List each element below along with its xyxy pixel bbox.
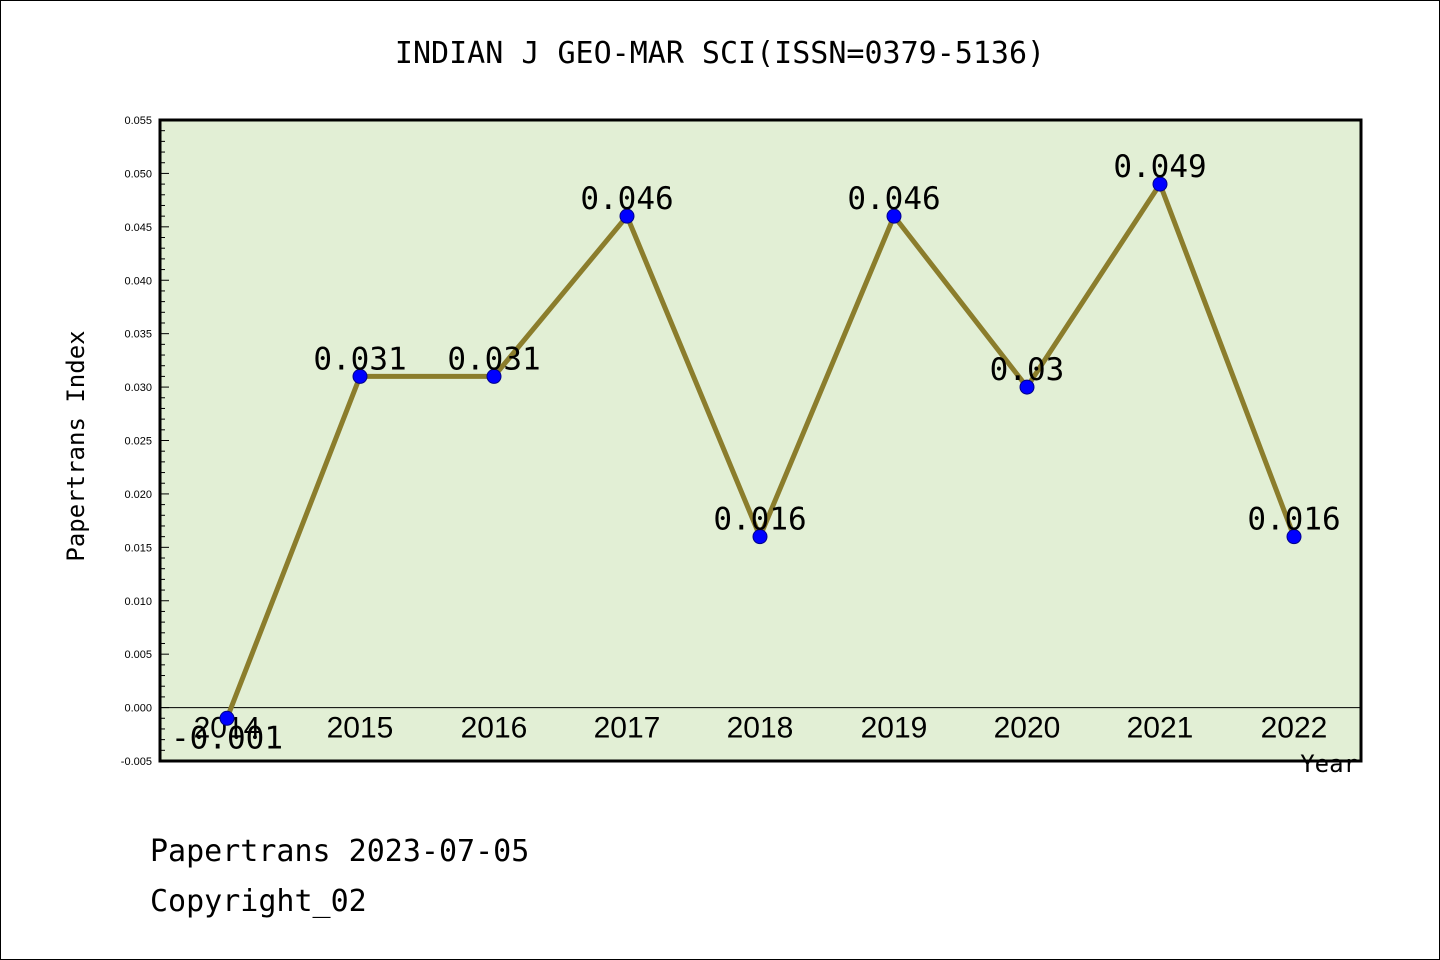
data-label: 0.031 bbox=[313, 341, 406, 377]
y-tick-label: 0.025 bbox=[124, 436, 152, 448]
x-tick-label: 2020 bbox=[994, 712, 1061, 745]
data-label: -0.001 bbox=[171, 720, 283, 756]
x-tick-label: 2021 bbox=[1127, 712, 1194, 745]
y-tick-label: 0.005 bbox=[124, 649, 152, 661]
y-tick-label: 0.000 bbox=[124, 703, 152, 715]
plot-border bbox=[158, 118, 1363, 763]
y-tick-label: 0.015 bbox=[124, 542, 152, 554]
y-tick-label: 0.035 bbox=[124, 329, 152, 341]
data-labels: -0.001 0.031 0.031 0.046 0.016 0.046 0.03 0.049… bbox=[171, 149, 1341, 756]
x-tick-label: 2016 bbox=[461, 712, 528, 745]
y-axis: -0.005 0.000 0.005 0.010 0.015 0.020 0.025 0.03… bbox=[121, 115, 169, 768]
data-point bbox=[619, 208, 635, 224]
chart-title: INDIAN J GEO-MAR SCI(ISSN=0379-5136) bbox=[394, 36, 1046, 71]
data-markers bbox=[219, 176, 1302, 726]
data-point bbox=[352, 368, 368, 384]
data-label: 0.046 bbox=[580, 181, 673, 217]
footer-date: Papertrans 2023-07-05 bbox=[150, 834, 530, 869]
y-tick-label: 0.030 bbox=[124, 382, 152, 394]
x-axis: 2014 2015 2016 2017 2018 2019 2020 2021 2022 bbox=[194, 712, 1328, 745]
y-tick-label: 0.045 bbox=[124, 222, 152, 234]
x-tick-label: 2015 bbox=[327, 712, 394, 745]
data-point bbox=[752, 529, 768, 545]
data-label: 0.016 bbox=[1247, 502, 1340, 538]
data-point bbox=[886, 208, 902, 224]
y-tick-label: 0.050 bbox=[124, 168, 152, 180]
y-tick-label: 0.040 bbox=[124, 275, 152, 287]
x-axis-title: Year bbox=[1300, 750, 1358, 778]
data-label: 0.031 bbox=[447, 341, 540, 377]
x-tick-label: 2018 bbox=[727, 712, 794, 745]
footer-copyright: Copyright_02 bbox=[150, 884, 367, 919]
data-point bbox=[486, 368, 502, 384]
plot-area bbox=[160, 120, 1361, 761]
x-tick-label: 2022 bbox=[1261, 712, 1328, 745]
x-tick-label: 2017 bbox=[594, 712, 661, 745]
data-label: 0.046 bbox=[847, 181, 940, 217]
data-label: 0.049 bbox=[1113, 149, 1206, 185]
data-point bbox=[1019, 379, 1035, 395]
y-tick-label: 0.010 bbox=[124, 596, 152, 608]
data-label: 0.03 bbox=[990, 352, 1065, 388]
data-label: 0.016 bbox=[713, 502, 806, 538]
y-tick-label: -0.005 bbox=[121, 756, 152, 768]
x-tick-label: 2019 bbox=[861, 712, 928, 745]
data-point bbox=[1152, 176, 1168, 192]
data-point bbox=[1286, 529, 1302, 545]
y-tick-label: 0.020 bbox=[124, 489, 152, 501]
y-tick-label: 0.055 bbox=[124, 115, 152, 127]
data-point bbox=[219, 710, 235, 726]
